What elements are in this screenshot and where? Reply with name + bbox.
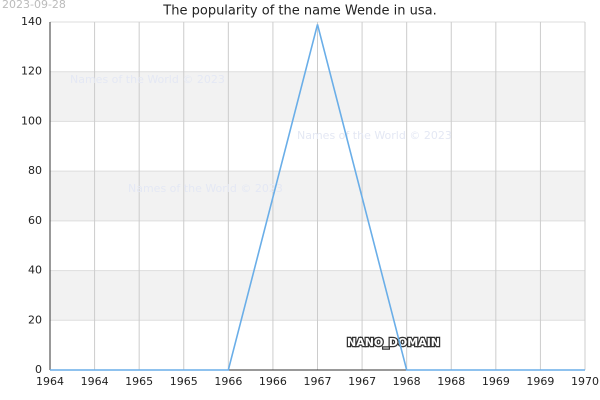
- y-tick-label: 80: [28, 164, 42, 177]
- x-tick-label: 1964: [81, 375, 109, 388]
- x-tick-label: 1966: [259, 375, 287, 388]
- y-tick-label: 20: [28, 313, 42, 326]
- y-tick-label: 100: [21, 114, 42, 127]
- y-tick-label: 140: [21, 15, 42, 28]
- y-tick-label: 60: [28, 214, 42, 227]
- x-tick-label: 1965: [125, 375, 153, 388]
- y-tick-label: 40: [28, 264, 42, 277]
- x-tick-label: 1967: [304, 375, 332, 388]
- x-tick-label: 1964: [36, 375, 64, 388]
- y-tick-label: 0: [35, 363, 42, 376]
- watermark: Names of the World © 2023: [70, 73, 225, 86]
- line: [50, 24, 585, 371]
- domain-label: NANO_DOMAIN: [347, 336, 440, 349]
- x-tick-label: 1967: [348, 375, 376, 388]
- x-tick-label: 1969: [526, 375, 554, 388]
- x-tick-label: 1966: [214, 375, 242, 388]
- y-tick-label: 120: [21, 65, 42, 78]
- chart-title: The popularity of the name Wende in usa.: [162, 4, 436, 19]
- x-tick-label: 1969: [482, 375, 510, 388]
- date-stamp: 2023-09-28: [2, 0, 66, 11]
- x-tick-label: 1968: [393, 375, 421, 388]
- x-tick-label: 1968: [437, 375, 465, 388]
- x-tick-label: 1970: [571, 375, 599, 388]
- watermark: Names of the World © 2023: [297, 129, 452, 142]
- x-tick-label: 1965: [170, 375, 198, 388]
- watermark: Names of the World © 2023: [128, 182, 283, 195]
